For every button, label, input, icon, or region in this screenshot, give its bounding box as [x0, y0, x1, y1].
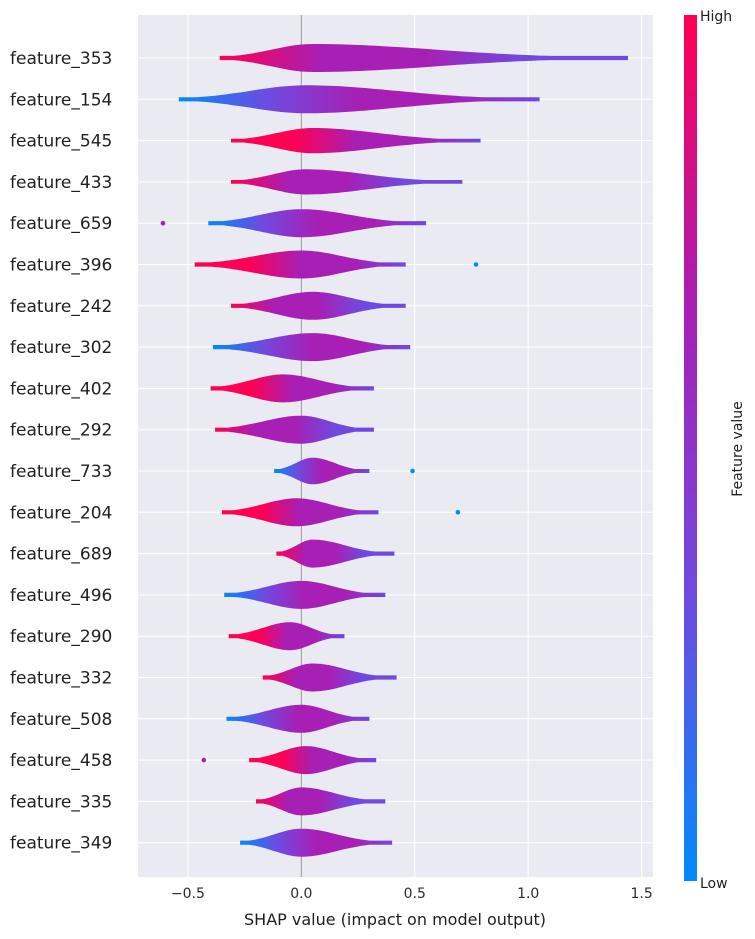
feature-label: feature_349 [10, 834, 112, 854]
violin-feature_204 [221, 498, 379, 527]
feature-label: feature_242 [10, 297, 112, 317]
plot-area [138, 15, 653, 877]
violin-feature_302 [212, 333, 411, 362]
violin-feature_290 [228, 622, 345, 651]
feature-label: feature_458 [10, 751, 112, 771]
violin-feature_332 [262, 663, 397, 692]
violin-feature_433 [231, 169, 463, 195]
violin-feature_733 [274, 457, 370, 485]
violin-feature_545 [231, 128, 481, 154]
feature-label: feature_689 [10, 545, 112, 565]
x-axis-label: SHAP value (impact on model output) [244, 910, 546, 929]
violin-feature_335 [256, 787, 386, 816]
feature-label: feature_659 [10, 214, 112, 234]
feature-label: feature_292 [10, 421, 112, 441]
feature-label: feature_496 [10, 586, 112, 606]
feature-label: feature_154 [10, 90, 112, 110]
feature-label: feature_302 [10, 338, 112, 358]
feature-label: feature_433 [10, 173, 112, 193]
outlier-point [410, 468, 415, 474]
x-tick-label: 1.5 [631, 886, 653, 902]
feature-label: feature_402 [10, 379, 112, 399]
feature-labels: feature_353 feature_154 feature_545feature… [10, 49, 112, 854]
outlier-point [201, 757, 207, 763]
feature-label: feature_545 [10, 132, 112, 152]
feature-label: feature_508 [10, 710, 112, 730]
x-tick-label: 0.0 [290, 886, 312, 902]
violin-feature_154 [178, 85, 540, 114]
violin-feature_458 [249, 746, 377, 775]
x-tick-label: −0.5 [171, 886, 205, 902]
colorbar-label: Feature value [730, 401, 746, 497]
colorbar-high-label: High [700, 9, 732, 25]
violin-feature_349 [240, 828, 393, 857]
outlier-point [455, 510, 461, 515]
feature-label: feature_335 [10, 792, 112, 812]
x-tick-label: 1.0 [517, 886, 539, 902]
violins [160, 44, 628, 857]
feature-label: feature_353 [10, 49, 112, 69]
feature-label: feature_733 [10, 462, 112, 482]
violin-feature_689 [276, 539, 395, 568]
violin-feature_396 [194, 250, 406, 279]
violin-feature_353 [219, 44, 628, 72]
colorbar-low-label: Low [700, 876, 728, 892]
feature-label: feature_396 [10, 256, 112, 276]
violin-feature_402 [210, 374, 374, 403]
violin-feature_292 [215, 415, 374, 444]
outlier-point [473, 262, 479, 267]
feature-label: feature_332 [10, 669, 112, 689]
feature-label: feature_204 [10, 503, 112, 523]
outlier-point [160, 220, 166, 226]
violin-feature_242 [231, 291, 406, 320]
x-ticks: −0.5 0.0 0.5 1.0 1.5 [171, 886, 653, 902]
violin-feature_496 [224, 580, 386, 609]
x-tick-label: 0.5 [404, 886, 426, 902]
colorbar [684, 15, 697, 881]
feature-label: feature_290 [10, 627, 112, 647]
violin-feature_659 [208, 209, 427, 238]
violin-feature_508 [226, 704, 370, 733]
